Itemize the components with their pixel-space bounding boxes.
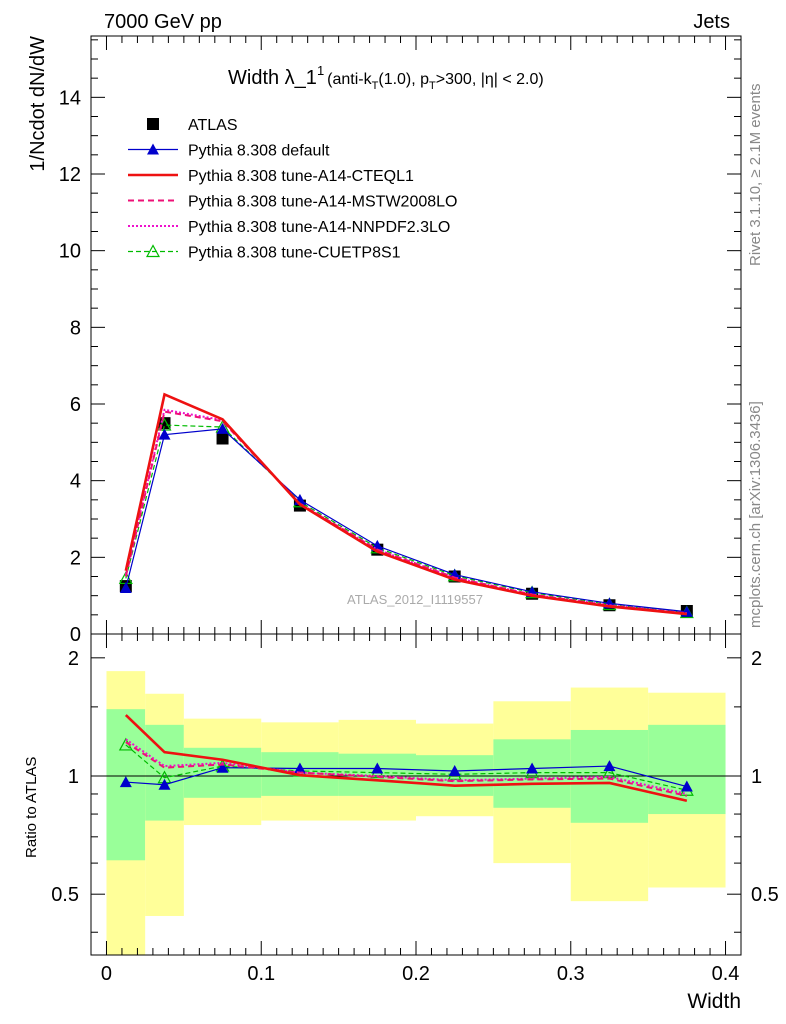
legend-label-pythia-8-308-tune-cuetp8s1: Pythia 8.308 tune-CUETP8S1 xyxy=(188,245,401,262)
ratio-x-tick-label: 0.1 xyxy=(247,963,275,985)
main-pythia-8-308-tune-a14-cteql1-line xyxy=(124,392,687,616)
main-y-tick-label: 6 xyxy=(70,394,81,416)
ratio-pythia-8-308-default-marker xyxy=(680,780,693,792)
ratio-panel-series xyxy=(118,714,694,803)
ratio-pythia-8-308-default-marker xyxy=(371,762,384,774)
x-axis-label: Width xyxy=(687,990,741,1013)
title-sub-t: T xyxy=(372,80,379,92)
ratio-pythia-8-308-tune-a14-mstw2008lo-line xyxy=(125,741,688,797)
main-panel-axes: 0 2 4 6 8 10 12 14 xyxy=(59,36,741,646)
legend-label-pythia-8-308-tune-a14-nnpdf2-3lo: Pythia 8.308 tune-A14-NNPDF2.3LO xyxy=(188,219,450,236)
title-sup: 1 xyxy=(317,63,324,78)
ratio-pythia-8-308-default-marker xyxy=(603,760,616,772)
ratio-x-tick-label: 0.2 xyxy=(402,963,430,985)
ratio-pythia-8-308-default-marker xyxy=(448,764,461,776)
ratio-x-tick-label: 0.4 xyxy=(712,963,740,985)
ratio-pythia-8-308-default-marker xyxy=(526,762,539,774)
legend-label-pythia-8-308-default: Pythia 8.308 default xyxy=(188,143,330,160)
ratio-pythia-8-308-default-marker xyxy=(216,761,229,773)
ratio-y-tick-label-right: 2 xyxy=(751,648,762,670)
main-y-tick-label: 0 xyxy=(70,624,81,646)
main-pythia-8-308-default-marker xyxy=(158,428,171,440)
ratio-pythia-8-308-default-marker xyxy=(158,778,171,790)
main-pythia-8-308-default-marker xyxy=(216,422,229,434)
legend-marker-pythia-8-308-default xyxy=(147,143,159,155)
main-y-tick-label: 12 xyxy=(59,164,81,186)
ratio-y-tick-label: 2 xyxy=(68,648,79,670)
legend-label-pythia-8-308-tune-a14-cteql1: Pythia 8.308 tune-A14-CTEQL1 xyxy=(188,168,414,185)
main-pythia-8-308-tune-a14-nnpdf2-3lo-line xyxy=(124,408,687,615)
main-pythia-8-308-default-line xyxy=(125,428,687,613)
main-atlas-marker xyxy=(216,432,229,445)
plot-title: Width λ_11(anti-kT(1.0), pT>300, |η| < 2… xyxy=(228,63,544,92)
main-y-tick-label: 10 xyxy=(59,241,81,263)
main-y-axis-label: 1/Ncdot dN/dW xyxy=(27,36,49,172)
ratio-x-tick-label: 0 xyxy=(101,963,112,985)
band-inner-bin xyxy=(648,724,726,815)
ratio-y-tick-label: 0.5 xyxy=(51,884,79,906)
main-pythia-8-308-tune-a14-mstw2008lo-line xyxy=(124,410,687,615)
ratio-x-tick-label: 0.3 xyxy=(557,963,585,985)
main-y-tick-label: 2 xyxy=(70,547,81,569)
ratio-y-tick-label: 1 xyxy=(68,766,79,788)
ratio-uncertainty-bands xyxy=(106,671,726,955)
ratio-y-tick-label-right: 0.5 xyxy=(751,884,779,906)
ratio-panel-axes: 0 0.1 0.2 0.3 0.4 0.5 0.5 1 1 2 2 xyxy=(51,634,779,985)
title-rest-a: (anti-k xyxy=(327,71,372,88)
main-y-tick-label: 14 xyxy=(59,87,81,109)
legend-marker-atlas xyxy=(147,118,159,130)
title-rest-c: >300, |η| < 2.0) xyxy=(436,71,544,88)
ratio-pythia-8-308-tune-a14-cteql1-line xyxy=(124,714,688,803)
title-sub-t2: T xyxy=(429,80,436,92)
header-left-label: 7000 GeV pp xyxy=(104,11,222,33)
header-right-label: Jets xyxy=(693,11,730,33)
ratio-pythia-8-308-default-marker xyxy=(119,776,132,788)
ratio-pythia-8-308-default-marker xyxy=(293,762,306,774)
legend-marker-pythia-8-308-tune-cuetp8s1 xyxy=(145,244,161,258)
ratio-pythia-8-308-tune-a14-nnpdf2-3lo-line xyxy=(125,738,688,795)
main-pythia-8-308-default-marker xyxy=(119,582,132,593)
main-pythia-8-308-tune-cuetp8s1-line xyxy=(125,424,687,614)
main-panel-series xyxy=(118,392,694,619)
rivet-side-label: Rivet 3.1.10, ≥ 2.1M events xyxy=(747,84,764,267)
main-y-tick-label: 8 xyxy=(70,317,81,339)
analysis-watermark: ATLAS_2012_I1119557 xyxy=(347,592,483,607)
title-main: Width λ_1 xyxy=(228,67,317,89)
legend-label-pythia-8-308-tune-a14-mstw2008lo: Pythia 8.308 tune-A14-MSTW2008LO xyxy=(188,194,457,211)
ratio-y-axis-label: Ratio to ATLAS xyxy=(23,757,40,858)
legend: ATLAS Pythia 8.308 default Pythia 8.308 tu… xyxy=(128,117,457,262)
mcplots-side-label: mcplots.cern.ch [arXiv:1306.3436] xyxy=(747,401,764,628)
title-rest-b: (1.0), p xyxy=(378,71,429,88)
ratio-y-tick-label-right: 1 xyxy=(751,766,762,788)
legend-label-atlas: ATLAS xyxy=(188,117,238,134)
main-y-tick-label: 4 xyxy=(70,471,81,493)
